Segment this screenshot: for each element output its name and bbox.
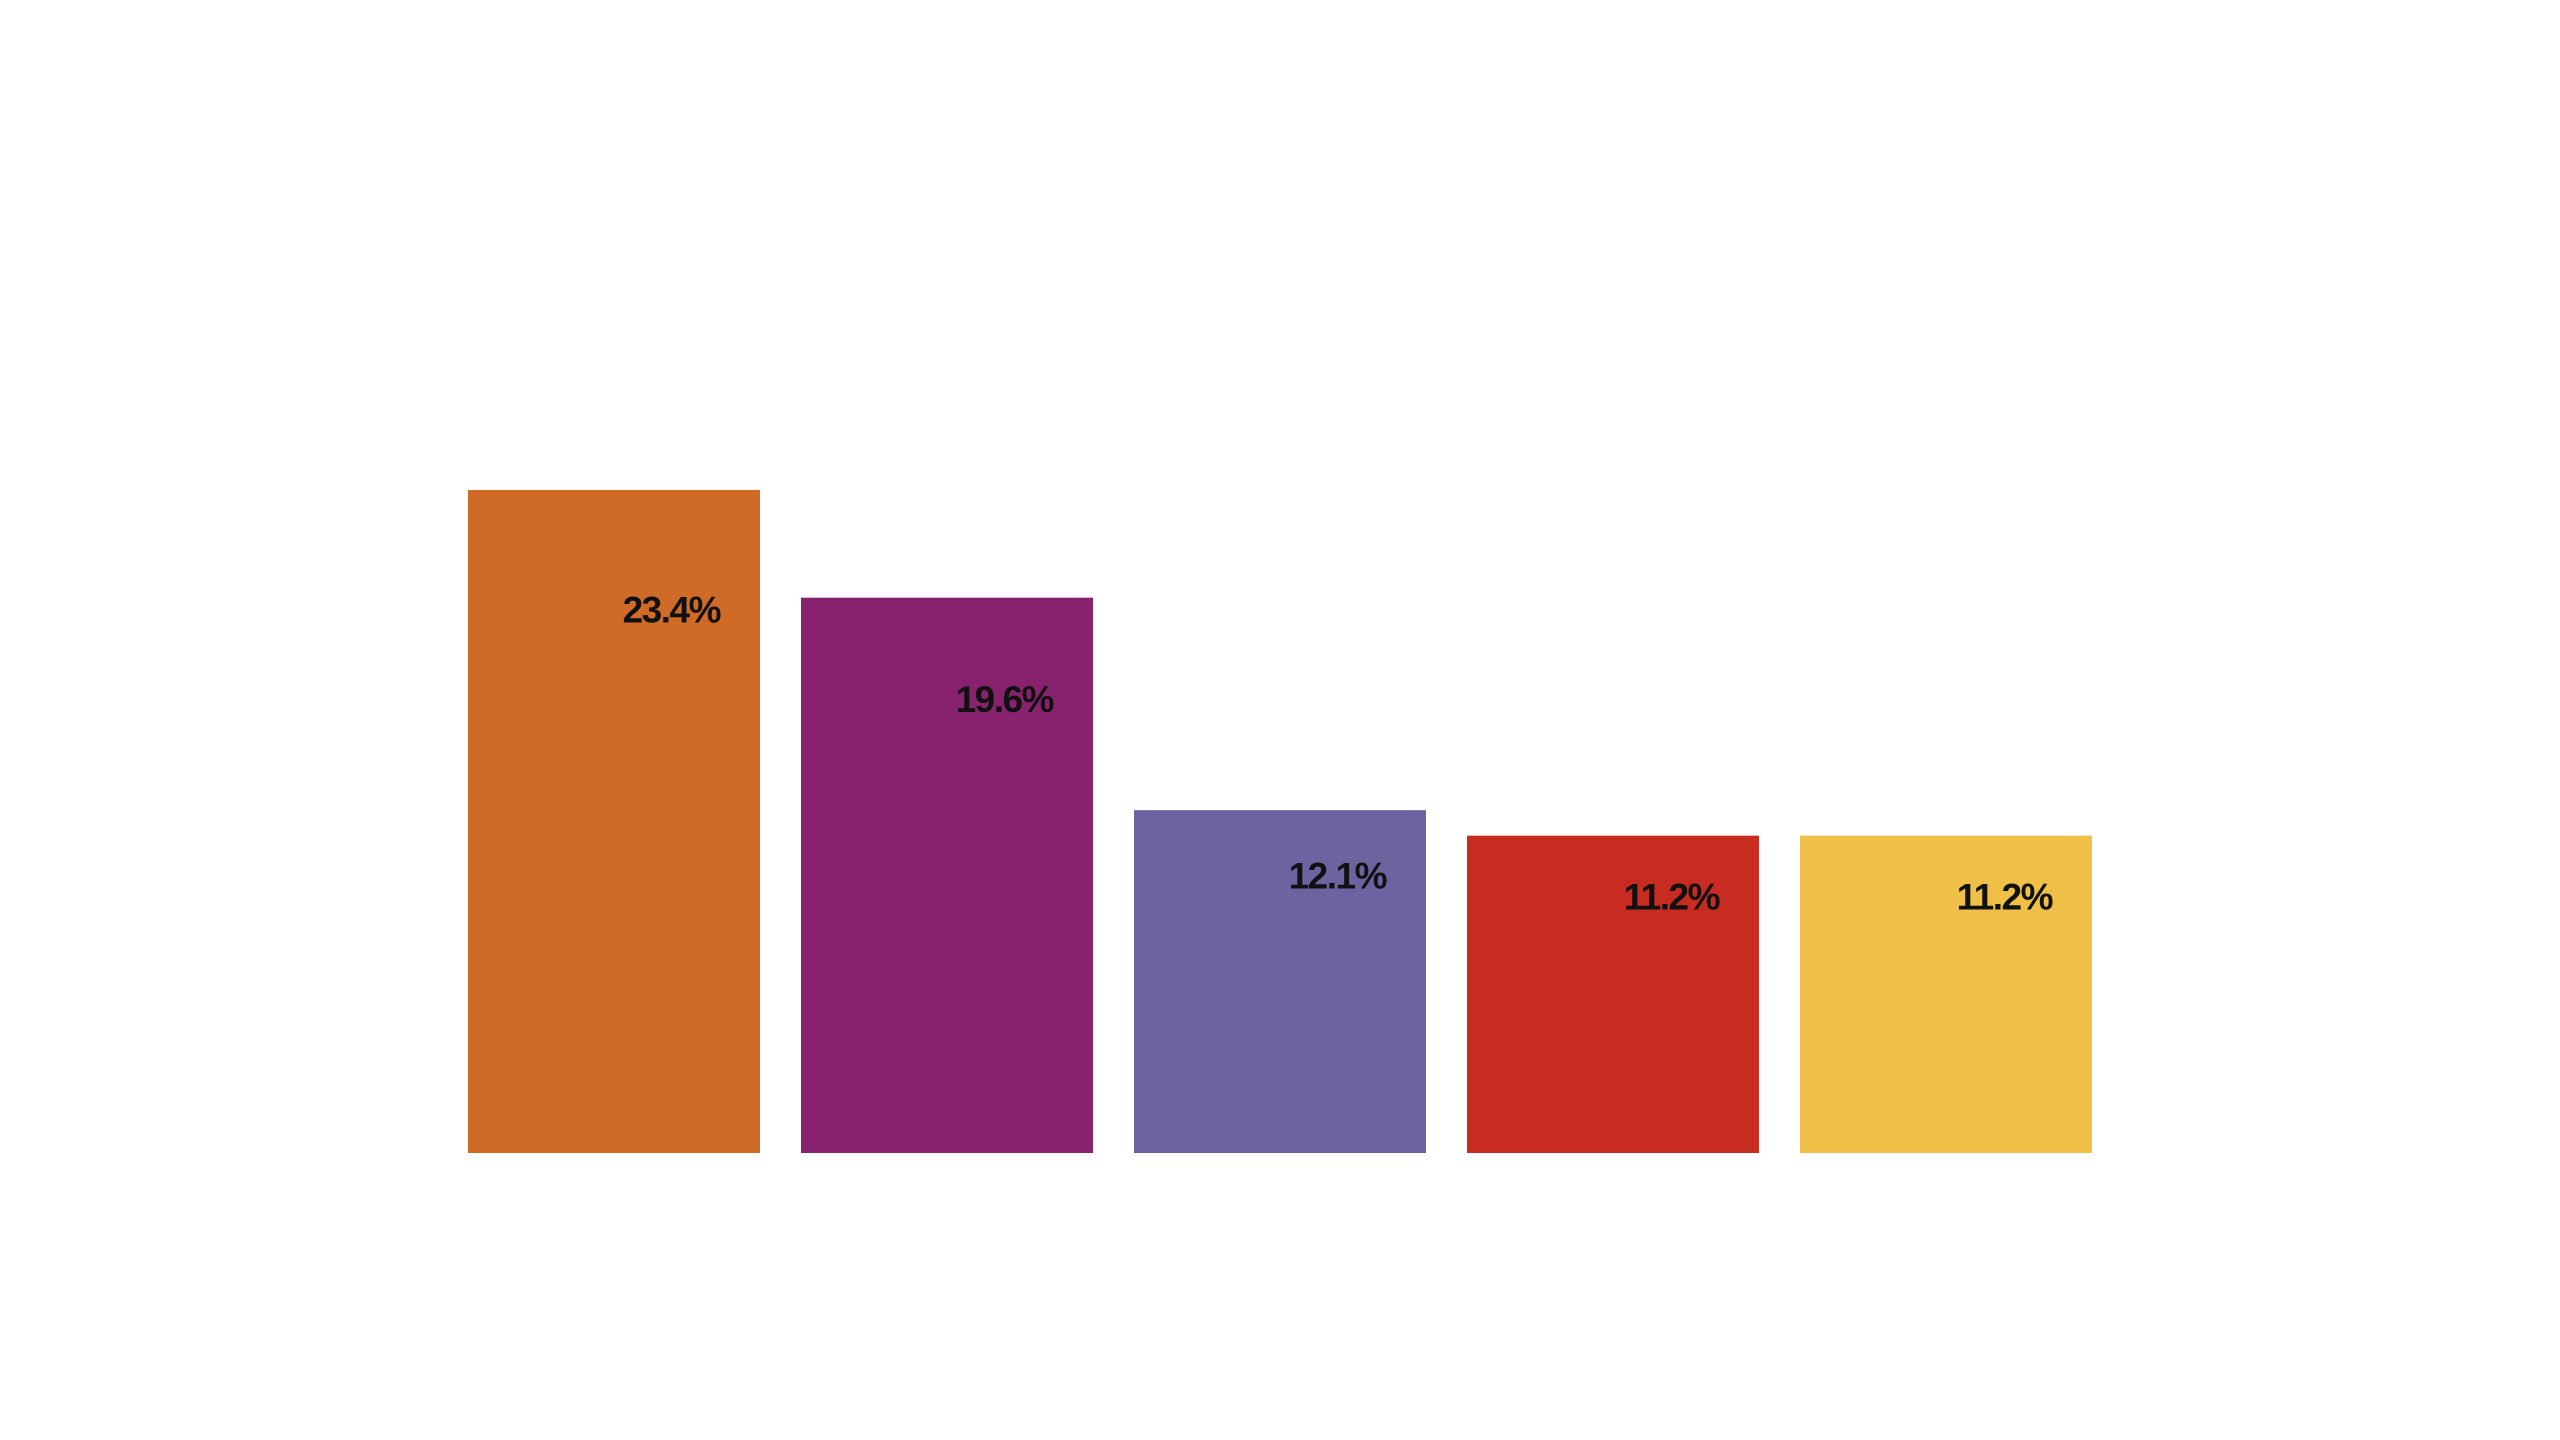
bar-2	[801, 597, 1093, 1153]
bar-value-label-1: 23.4%	[623, 590, 721, 631]
bar-4	[1467, 835, 1759, 1153]
data-labels-group: 23.4% 19.6% 12.1% 11.2% 11.2%	[623, 590, 2055, 918]
bar-3	[1134, 810, 1426, 1153]
bar-1	[468, 490, 760, 1153]
bar-value-label-3: 12.1%	[1289, 855, 1387, 896]
bar-value-label-4: 11.2%	[1624, 877, 1720, 918]
bar-value-label-5: 11.2%	[1957, 877, 2053, 918]
bar-5	[1800, 835, 2092, 1153]
bar-value-label-2: 19.6%	[956, 679, 1054, 720]
bars-group	[468, 490, 2092, 1153]
